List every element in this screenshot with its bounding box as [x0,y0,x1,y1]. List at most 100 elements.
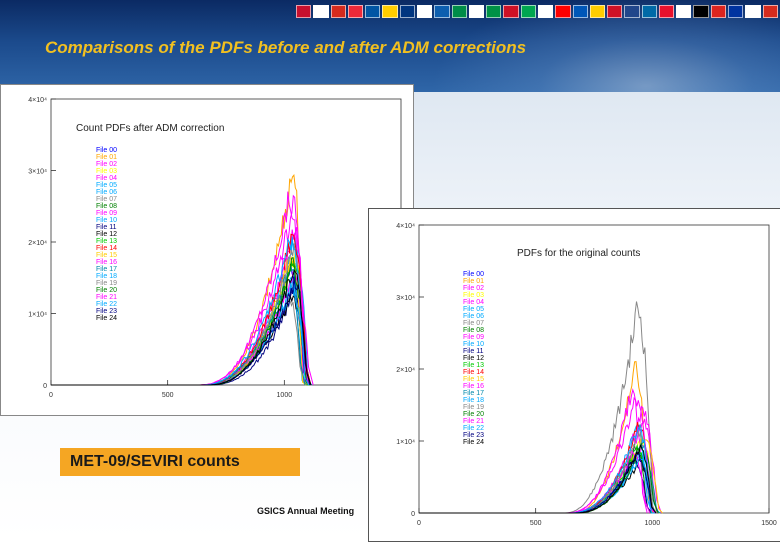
legend-entry: File 18 [96,273,117,280]
legend-entry: File 19 [463,404,484,411]
legend-entry: File 01 [463,278,484,285]
legend-entry: File 06 [96,189,117,196]
country-flag [486,5,502,18]
legend-entry: File 21 [96,294,117,301]
country-flag [434,5,450,18]
legend-entry: File 13 [96,238,117,245]
legend-entry: File 00 [463,271,484,278]
series-line [51,237,310,386]
country-flag [347,5,364,18]
legend-entry: File 05 [96,182,117,189]
chart-panel-after-adm: 0 1×10⁴ 2×10⁴ 3×10⁴ 4×10⁴ 0 500 1000 Count PDFs … [0,84,414,416]
legend-entry: File 11 [463,348,484,355]
series-line [51,265,306,386]
chart-title: Count PDFs after ADM correction [76,123,224,134]
legend-entry: File 00 [96,147,117,154]
country-flag [520,5,536,18]
country-flag [365,5,381,18]
legend-entry: File 07 [463,320,484,327]
legend-entry: File 01 [96,154,117,161]
legend-entry: File 16 [463,383,484,390]
country-flag [607,5,623,18]
country-flag [503,5,519,18]
instrument-badge: MET-09/SEVIRI counts [60,448,300,476]
series-line [419,444,657,514]
series-line [419,423,655,514]
legend-entry: File 17 [96,266,117,273]
country-flag [382,5,398,18]
y-tick-label: 3×10⁴ [396,295,415,302]
legend-entry: File 20 [96,287,117,294]
legend-entry: File 18 [463,397,484,404]
country-flag [728,5,744,18]
legend-entry: File 08 [463,327,484,334]
slide-title: Comparisons of the PDFs before and after… [45,38,527,57]
legend-entry: File 03 [96,168,117,175]
legend-entry: File 07 [96,196,117,203]
legend-entry: File 16 [96,259,117,266]
x-tick-label: 1000 [645,520,661,527]
country-flag [330,5,346,18]
series-line [419,444,657,514]
legend-entry: File 11 [96,224,117,231]
instrument-badge-label: MET-09/SEVIRI counts [70,453,240,470]
flag-strip [296,2,778,20]
series-line [419,301,658,514]
country-flag [745,5,761,18]
chart-panel-original: 0 1×10⁴ 2×10⁴ 3×10⁴ 4×10⁴ 0 500 1000 1500 PDFs fo… [368,208,780,542]
chart-title: PDFs for the original counts [517,248,640,259]
series-line [51,173,308,386]
series-line [51,269,312,386]
country-flag [676,5,692,18]
legend-entry: File 10 [463,341,484,348]
legend-entry: File 12 [463,355,484,362]
series-line [419,397,656,514]
header-banner: Comparisons of the PDFs before and after… [0,0,780,92]
y-tick-label: 1×10⁴ [28,312,47,319]
country-flag [641,5,657,18]
chart-after-adm: 0 1×10⁴ 2×10⁴ 3×10⁴ 4×10⁴ 0 500 1000 Count PDFs … [28,97,402,399]
legend-entry: File 02 [463,285,484,292]
legend-entry: File 02 [96,161,117,168]
y-tick-label: 4×10⁴ [28,97,47,104]
country-flag [693,5,709,18]
footer-text: GSICS Annual Meeting [257,506,355,516]
chart-original-counts: 0 1×10⁴ 2×10⁴ 3×10⁴ 4×10⁴ 0 500 1000 1500 PDFs fo… [396,223,777,527]
legend-entry: File 08 [96,203,117,210]
legend-entry: File 03 [463,292,484,299]
x-tick-label: 500 [530,520,542,527]
series-line [51,191,308,386]
country-flag [658,5,675,18]
country-flag [589,5,606,18]
series-line [51,226,310,386]
legend-entry: File 13 [463,362,484,369]
country-flag [572,5,588,18]
x-tick-label: 0 [417,520,421,527]
legend-entry: File 09 [463,334,484,341]
country-flag [399,5,415,18]
y-tick-label: 3×10⁴ [28,169,47,176]
legend-entry: File 20 [463,411,484,418]
legend-entry: File 10 [96,217,117,224]
legend-entry: File 21 [463,418,484,425]
legend-entry: File 22 [463,425,484,432]
legend-entry: File 15 [463,376,484,383]
legend-entry: File 05 [463,306,484,313]
series-line [51,194,310,386]
x-tick-label: 0 [49,392,53,399]
legend-entry: File 24 [463,439,484,446]
y-tick-label: 2×10⁴ [28,240,47,247]
series-line [51,285,309,386]
y-tick-label: 0 [43,383,47,390]
legend-entry: File 23 [463,432,484,439]
legend-entry: File 04 [463,299,484,306]
series-line [51,233,312,386]
legend-entry: File 15 [96,252,117,259]
country-flag [762,5,778,18]
y-tick-label: 4×10⁴ [396,223,415,230]
country-flag [555,5,571,18]
legend-entry: File 12 [96,231,117,238]
legend-entry: File 24 [96,315,117,322]
series-line [419,451,657,514]
x-tick-label: 1000 [277,392,293,399]
